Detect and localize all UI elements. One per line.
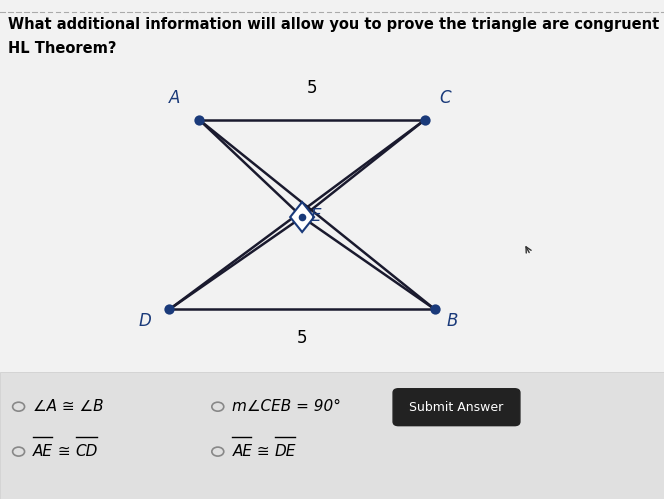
- Text: B: B: [447, 312, 458, 330]
- FancyBboxPatch shape: [0, 372, 664, 499]
- Point: [297, 213, 307, 221]
- Text: DE: DE: [275, 444, 296, 459]
- Point: [164, 305, 175, 313]
- Text: ∠A ≅ ∠B: ∠A ≅ ∠B: [33, 399, 104, 414]
- Text: E: E: [311, 207, 321, 225]
- Text: What additional information will allow you to prove the triangle are congruent b: What additional information will allow y…: [8, 17, 664, 32]
- Text: ≅: ≅: [53, 444, 76, 459]
- Text: m∠CEB = 90°: m∠CEB = 90°: [232, 399, 341, 414]
- Polygon shape: [290, 202, 314, 232]
- Point: [430, 305, 440, 313]
- Text: A: A: [169, 89, 181, 107]
- Text: HL Theorem?: HL Theorem?: [8, 41, 116, 56]
- Text: AE: AE: [33, 444, 53, 459]
- Text: 5: 5: [307, 79, 317, 97]
- Text: Submit Answer: Submit Answer: [410, 401, 503, 414]
- FancyBboxPatch shape: [393, 389, 520, 426]
- Point: [194, 116, 205, 124]
- Text: D: D: [139, 312, 151, 330]
- Text: C: C: [440, 89, 452, 107]
- Point: [420, 116, 430, 124]
- Text: 5: 5: [297, 329, 307, 347]
- Text: CD: CD: [76, 444, 98, 459]
- Text: ≅: ≅: [252, 444, 275, 459]
- Text: AE: AE: [232, 444, 252, 459]
